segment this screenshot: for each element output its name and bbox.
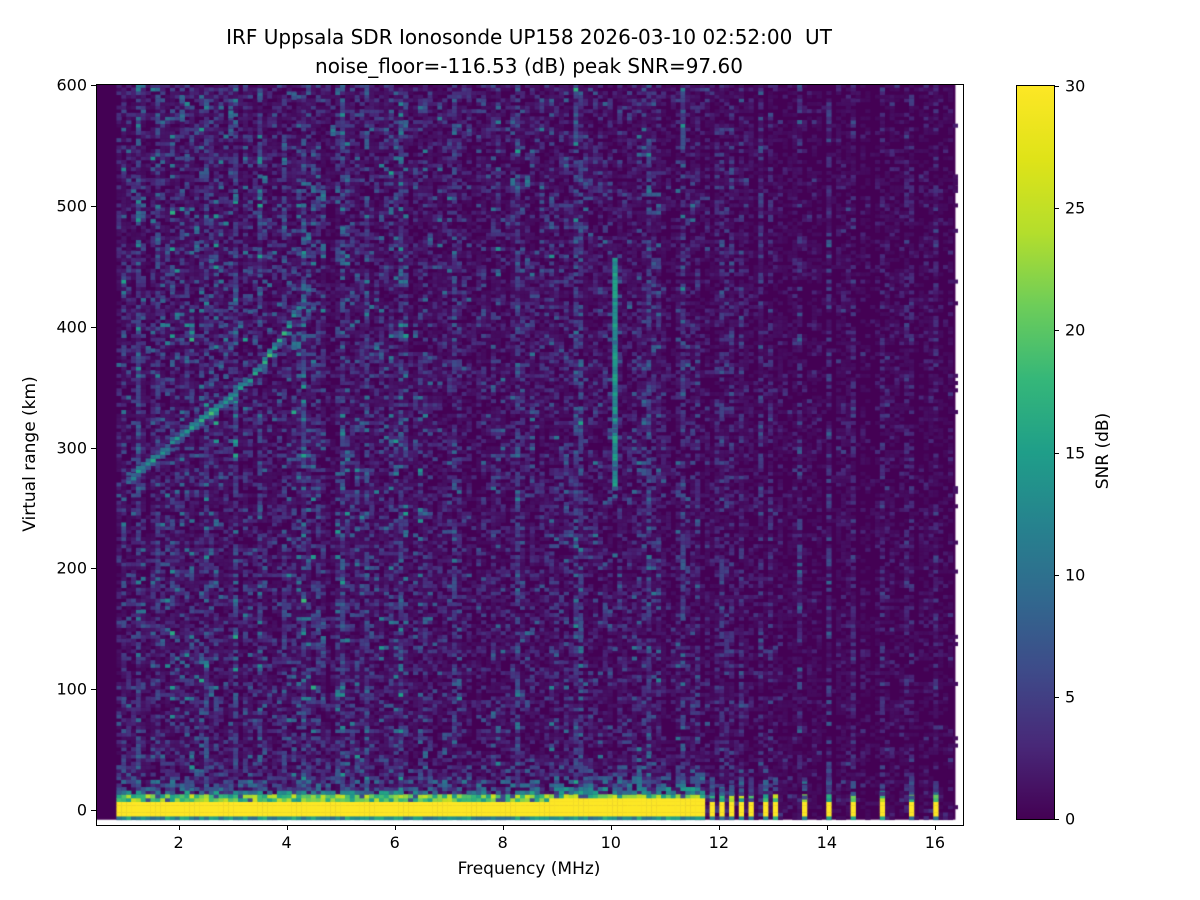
- y-axis-label: Virtual range (km): [20, 376, 40, 532]
- colorbar-label: SNR (dB): [1093, 412, 1113, 490]
- colorbar-tick-label: 20: [1065, 320, 1086, 340]
- x-tick-label: 12: [708, 833, 729, 852]
- colorbar-tick-label: 25: [1065, 198, 1086, 218]
- y-tick-label: 400: [56, 317, 87, 337]
- x-tick-mark: [502, 825, 504, 830]
- x-tick-mark: [934, 825, 936, 830]
- y-tick-label: 200: [56, 558, 87, 578]
- y-tick-mark: [91, 205, 96, 207]
- colorbar-tick-label: 15: [1065, 443, 1086, 462]
- colorbar-tick-mark: [1055, 819, 1059, 820]
- y-tick-label: 600: [56, 75, 87, 95]
- y-tick-mark: [91, 810, 96, 812]
- x-tick-label: 6: [389, 833, 400, 852]
- colorbar-tick-label: 10: [1065, 565, 1086, 585]
- colorbar-tick-label: 5: [1065, 687, 1076, 707]
- x-tick-label: 14: [816, 833, 838, 852]
- x-tick-mark: [610, 825, 612, 830]
- y-tick-mark: [91, 447, 96, 449]
- colorbar-tick-mark: [1055, 696, 1059, 698]
- colorbar-tick-label: 0: [1065, 809, 1076, 829]
- x-tick-label: 8: [497, 833, 508, 852]
- chart-title: IRF Uppsala SDR Ionosonde UP158 2026-03-…: [226, 25, 832, 49]
- plot-area: 2 4 6 8 10 12 14 16 0 100 200 300 400 500 600: [56, 76, 964, 852]
- x-axis-label: Frequency (MHz): [457, 859, 601, 879]
- y-tick-mark: [91, 85, 96, 86]
- x-tick-label: 10: [600, 833, 621, 852]
- y-tick-mark: [91, 689, 96, 691]
- chart-subtitle: noise_floor=-116.53 (dB) peak SNR=97.60: [315, 54, 743, 78]
- x-tick-mark: [178, 825, 180, 830]
- x-tick-mark: [394, 825, 396, 830]
- y-tick-label: 300: [56, 438, 87, 457]
- colorbar-tick-mark: [1055, 330, 1059, 332]
- ionogram-heatmap-canvas: [97, 85, 963, 825]
- colorbar-tick-label: 30: [1065, 76, 1086, 96]
- x-tick-mark: [718, 825, 720, 830]
- y-tick-mark: [91, 568, 96, 570]
- colorbar-tick-mark: [1055, 208, 1059, 210]
- colorbar-tick-mark: [1055, 86, 1059, 87]
- x-tick-label: 2: [173, 833, 184, 852]
- y-tick-label: 500: [56, 196, 87, 216]
- y-tick-label: 100: [56, 679, 87, 699]
- x-tick-label: 4: [281, 833, 292, 852]
- y-tick-label: 0: [76, 800, 87, 820]
- colorbar-tick-mark: [1055, 574, 1059, 576]
- x-tick-mark: [826, 825, 828, 830]
- x-tick-mark: [286, 825, 288, 830]
- x-tick-label: 16: [924, 833, 946, 852]
- colorbar-tick-mark: [1055, 452, 1059, 454]
- colorbar: 0 5 10 15 20 25 30: [1016, 77, 1085, 829]
- y-tick-mark: [91, 326, 96, 328]
